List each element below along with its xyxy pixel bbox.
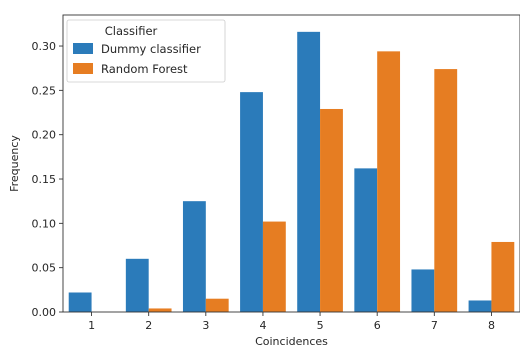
bar-dummy-3 bbox=[182, 201, 206, 312]
bar-dummy-8 bbox=[468, 300, 492, 312]
x-tick-label: 4 bbox=[259, 319, 266, 332]
bar-rf-3 bbox=[205, 298, 229, 312]
legend: Classifier Dummy classifier Random Forest bbox=[66, 19, 226, 83]
bar-rf-6 bbox=[377, 51, 401, 313]
bar-rf-5 bbox=[320, 108, 343, 312]
legend-box bbox=[66, 19, 226, 83]
bar-dummy-7 bbox=[411, 269, 435, 312]
bar-dummy-4 bbox=[240, 92, 263, 312]
y-axis-label: Frequency bbox=[8, 135, 21, 192]
bar-rf-4 bbox=[262, 221, 286, 312]
legend-label: Random Forest bbox=[101, 62, 188, 76]
x-tick-label: 1 bbox=[88, 319, 95, 332]
legend-label: Dummy classifier bbox=[101, 42, 201, 56]
bar-rf-7 bbox=[434, 69, 458, 312]
y-tick-label: 0.30 bbox=[32, 40, 57, 53]
x-tick-label: 5 bbox=[317, 319, 324, 332]
y-tick-label: 0.15 bbox=[32, 173, 57, 186]
x-tick-label: 3 bbox=[202, 319, 209, 332]
x-tick-label: 8 bbox=[488, 319, 495, 332]
x-tick-label: 6 bbox=[374, 319, 381, 332]
legend-title: Classifier bbox=[105, 24, 158, 38]
bar-dummy-5 bbox=[297, 31, 321, 312]
y-tick-label: 0.10 bbox=[32, 217, 57, 230]
bar-rf-2 bbox=[148, 308, 172, 312]
x-axis-label: Coincidences bbox=[255, 335, 328, 347]
x-tick-label: 7 bbox=[431, 319, 438, 332]
legend-swatch bbox=[73, 43, 93, 54]
bar-rf-8 bbox=[491, 241, 515, 312]
y-tick-label: 0.00 bbox=[32, 306, 57, 319]
plot-frame bbox=[62, 14, 520, 313]
bars-layer bbox=[68, 31, 515, 313]
y-tick-label: 0.25 bbox=[32, 84, 57, 97]
x-tick-label: 2 bbox=[145, 319, 152, 332]
y-tick-label: 0.20 bbox=[32, 129, 57, 142]
bar-dummy-2 bbox=[125, 258, 149, 312]
legend-swatch bbox=[73, 63, 93, 74]
bar-dummy-1 bbox=[68, 292, 92, 312]
y-axis: 0.00 0.05 0.10 0.15 0.20 0.25 0.30 bbox=[32, 40, 63, 319]
y-tick-label: 0.05 bbox=[32, 262, 57, 275]
bar-dummy-6 bbox=[354, 168, 378, 312]
x-axis: 1 2 3 4 5 6 7 8 bbox=[88, 312, 495, 332]
